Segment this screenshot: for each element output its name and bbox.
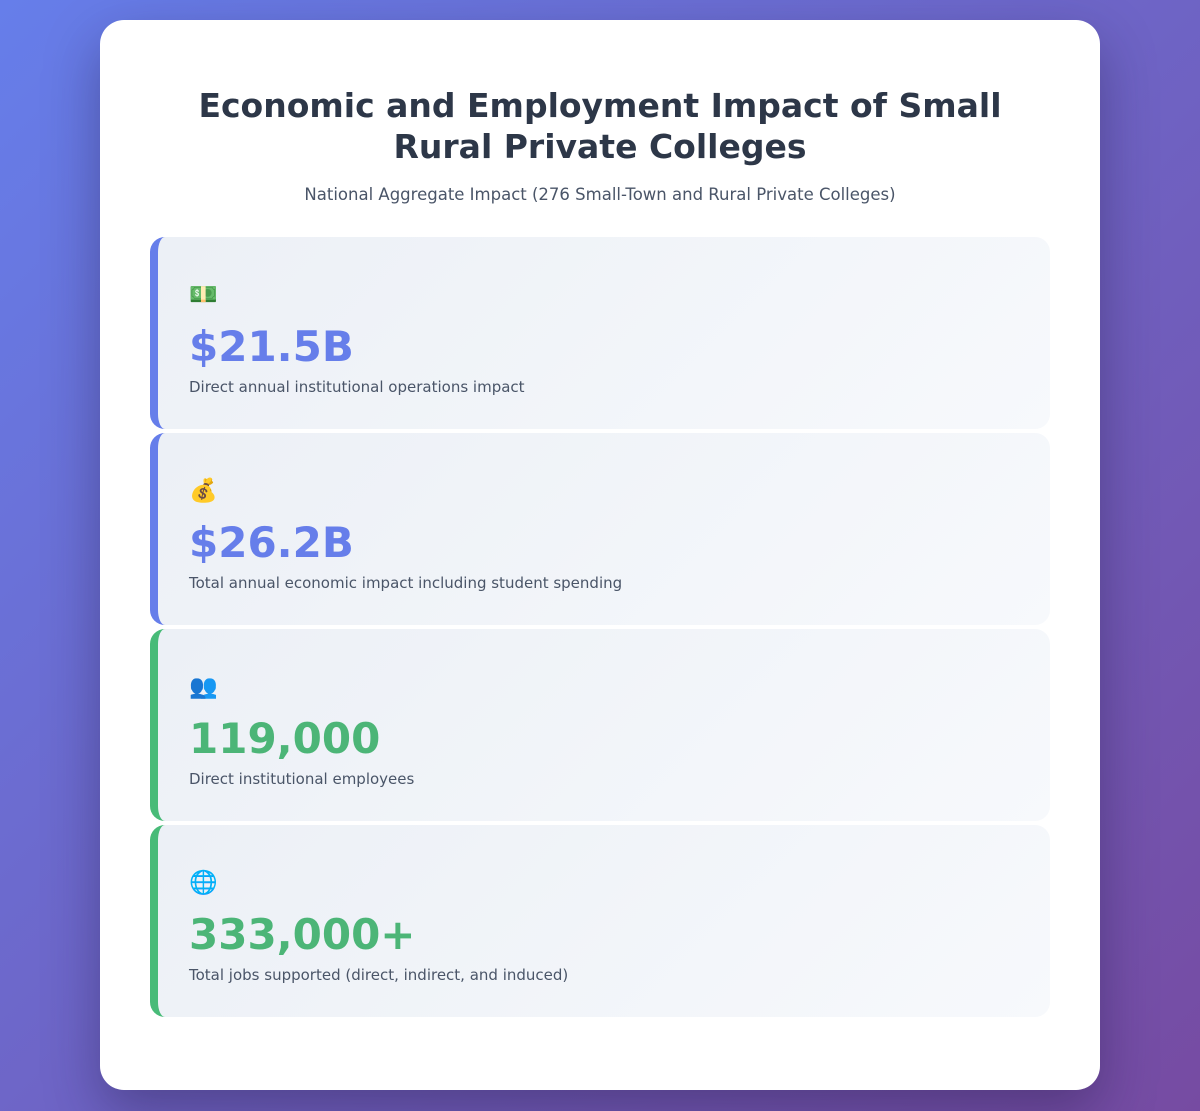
- stat-label: Direct institutional employees: [189, 769, 415, 788]
- people-icon: 👥: [189, 673, 218, 700]
- stat-value: 119,000: [189, 713, 381, 763]
- stat-card-direct-employees: 👥 119,000 Direct institutional employees: [150, 628, 1050, 821]
- stat-label: Total annual economic impact including s…: [189, 573, 623, 592]
- stat-value: 333,000+: [189, 909, 416, 959]
- globe-icon: 🌐: [189, 869, 218, 896]
- stat-value: $26.2B: [189, 517, 354, 567]
- page-subtitle: National Aggregate Impact (276 Small-Tow…: [304, 184, 896, 204]
- infographic-card: Economic and Employment Impact of Small …: [100, 20, 1100, 1090]
- stat-value: $21.5B: [189, 321, 354, 371]
- stat-card-total-jobs-supported: 🌐 333,000+ Total jobs supported (direct,…: [150, 824, 1050, 1017]
- stat-label: Direct annual institutional operations i…: [189, 377, 525, 396]
- stats-list: 💵 $21.5B Direct annual institutional ope…: [150, 236, 1050, 1017]
- stat-label: Total jobs supported (direct, indirect, …: [189, 965, 569, 984]
- money-bag-icon: 💰: [189, 477, 218, 504]
- stat-card-direct-operations-impact: 💵 $21.5B Direct annual institutional ope…: [150, 236, 1050, 429]
- banknote-icon: 💵: [189, 281, 218, 308]
- stat-card-total-economic-impact: 💰 $26.2B Total annual economic impact in…: [150, 432, 1050, 625]
- page-title: Economic and Employment Impact of Small …: [198, 86, 1002, 166]
